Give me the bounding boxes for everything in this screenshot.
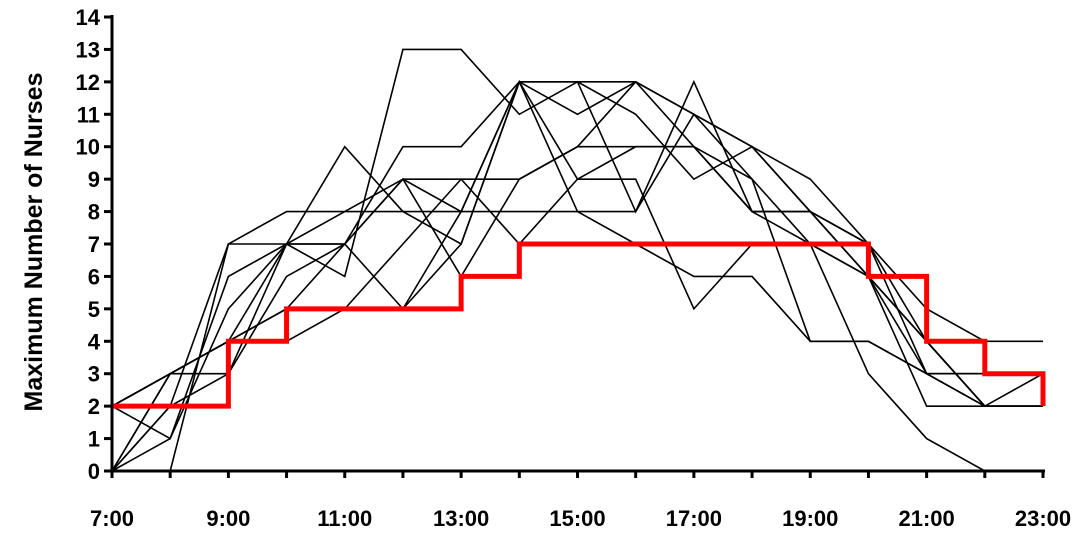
series-line-7 (111, 177, 1043, 407)
y-tick-label: 8 (88, 200, 100, 225)
y-tick-label: 12 (76, 70, 100, 95)
y-tick-label: 1 (88, 427, 100, 452)
x-tick-label: 21:00 (898, 506, 954, 531)
y-tick-label: 7 (88, 232, 100, 257)
y-tick-label: 14 (76, 5, 101, 30)
series-line-10 (111, 79, 1043, 472)
x-tick-label: 9:00 (206, 506, 250, 531)
y-tick-label: 2 (88, 394, 100, 419)
y-tick-label: 6 (88, 264, 100, 289)
y-tick-label: 9 (88, 167, 100, 192)
x-tick-label: 7:00 (90, 506, 134, 531)
y-axis-title: Maximum Number of Nurses (20, 73, 48, 412)
series-layer (111, 48, 1044, 472)
y-tick-label: 10 (76, 135, 100, 160)
y-tick-label: 4 (88, 329, 101, 354)
y-tick-label: 0 (88, 459, 100, 484)
x-tick-label: 11:00 (317, 506, 372, 531)
series-line-8 (111, 145, 1043, 472)
x-tick-label: 23:00 (1015, 506, 1071, 531)
y-tick-label: 13 (76, 37, 100, 62)
series-line-3 (112, 112, 1043, 472)
x-tick-label: 15:00 (549, 506, 605, 531)
series-line-2 (111, 81, 1044, 440)
step-layer (112, 241, 1046, 409)
step-function-line (112, 241, 1046, 409)
x-tick-label: 19:00 (782, 506, 838, 531)
y-tick-label: 3 (88, 362, 100, 387)
x-tick-label: 17:00 (666, 506, 722, 531)
x-tick-label: 13:00 (433, 506, 489, 531)
series-line-5 (111, 48, 1043, 472)
y-tick-label: 11 (77, 102, 100, 127)
y-tick-label: 5 (88, 297, 100, 322)
